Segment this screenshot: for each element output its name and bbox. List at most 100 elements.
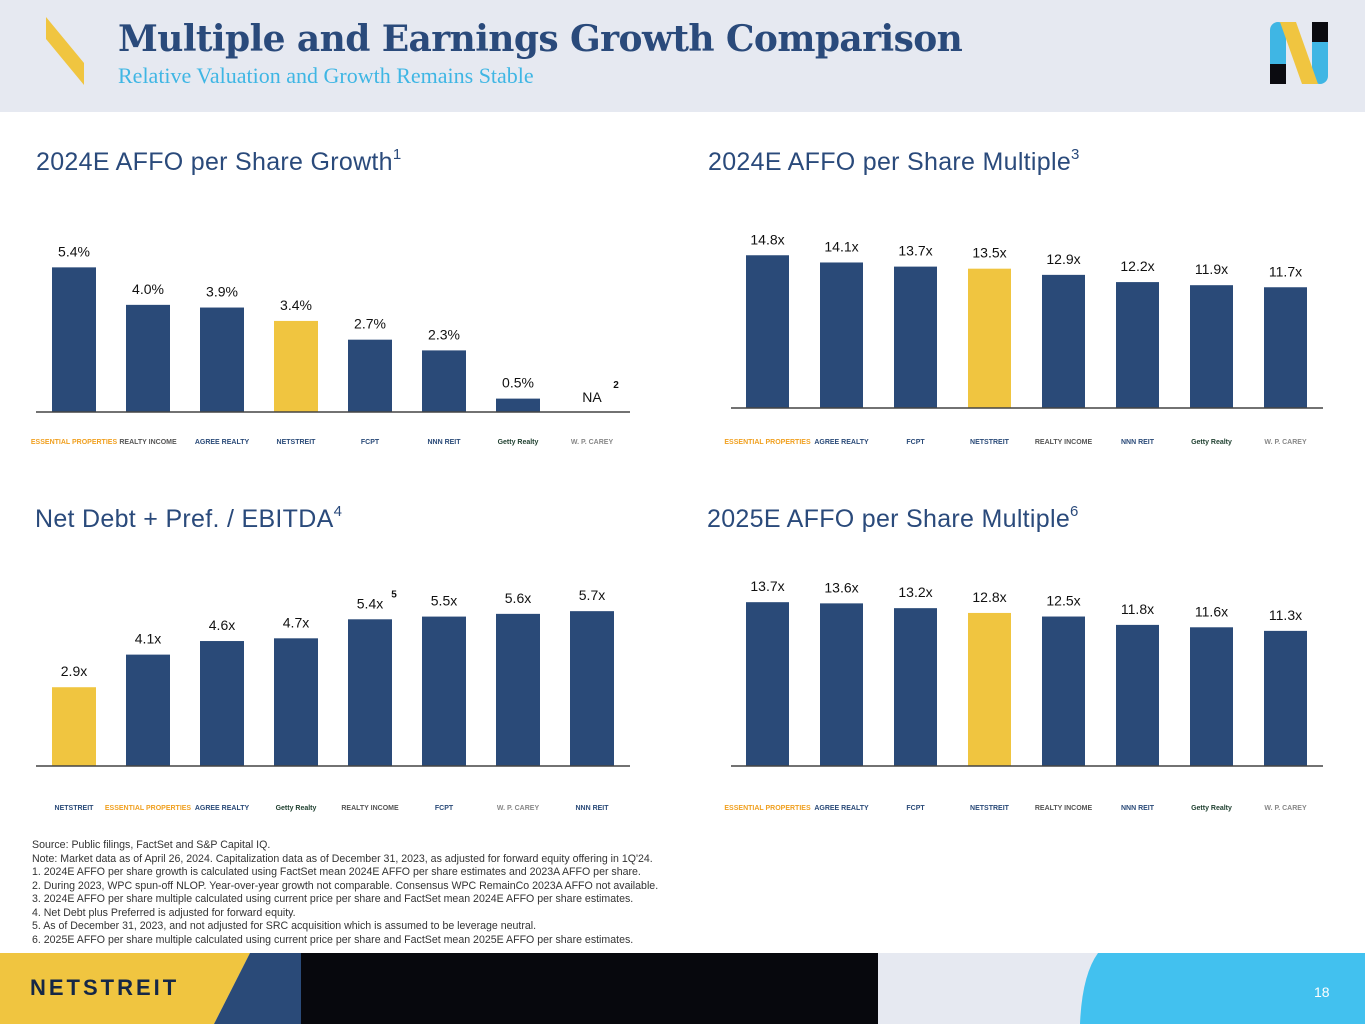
label-footnote-marker: 5	[391, 589, 397, 600]
bar-getty-realty	[1190, 627, 1233, 766]
tick-label: AGREE REALTY	[195, 805, 250, 812]
page-subtitle: Relative Valuation and Growth Remains St…	[118, 63, 534, 88]
data-label: 0.5%	[502, 375, 534, 391]
tick-label: W. P. CAREY	[1264, 439, 1307, 446]
data-label: 2.7%	[354, 316, 386, 332]
tick-label: Getty Realty	[498, 439, 539, 446]
data-label: 14.1x	[824, 238, 858, 254]
tick-label: W. P. CAREY	[571, 439, 614, 446]
page-title: Multiple and Earnings Growth Comparison	[118, 18, 963, 60]
bar-nnn-reit	[570, 611, 614, 766]
debt-chart-marks: 2.9x NETSTREIT 4.1x ESSENTIAL PROPERTIES 4.6…	[36, 587, 630, 812]
netstreit-n-logo-icon	[1270, 22, 1328, 84]
bar-w-p-carey	[496, 613, 540, 766]
footnote-item: 4. Net Debt plus Preferred is adjusted f…	[32, 906, 296, 919]
tick-label: Getty Realty	[1191, 805, 1232, 812]
bar-essential-properties	[126, 654, 170, 766]
mult25-chart-marks: 13.7x ESSENTIAL PROPERTIES 13.6x AGREE REAL…	[724, 578, 1323, 812]
bar-agree-realty	[200, 307, 244, 412]
panel-title-growth: 2024E AFFO per Share Growth1	[36, 146, 402, 176]
bar-fcpt	[348, 339, 392, 412]
data-label: 13.7x	[750, 578, 784, 594]
data-label: 13.2x	[898, 584, 932, 600]
bar-getty-realty	[274, 638, 318, 766]
tick-label: FCPT	[906, 805, 925, 812]
bar-essential-properties	[52, 267, 96, 412]
data-label: 12.8x	[972, 589, 1006, 605]
bar-essential-properties	[746, 255, 789, 408]
bar-realty-income	[1042, 616, 1085, 766]
data-label: 5.5x	[431, 593, 457, 609]
page-number: 18	[1314, 984, 1330, 1000]
chevron-logo-icon	[46, 17, 84, 85]
footnote-item: 3. 2024E AFFO per share multiple calcula…	[32, 893, 634, 905]
data-label: 4.6x	[209, 617, 235, 633]
footnote-item: 1. 2024E AFFO per share growth is calcul…	[32, 866, 641, 878]
footnote-item: 2. During 2023, WPC spun-off NLOP. Year-…	[32, 879, 659, 892]
footnote-item: 5. As of December 31, 2023, and not adju…	[32, 920, 537, 932]
data-label: 11.7x	[1269, 263, 1302, 279]
header-band: Multiple and Earnings Growth Comparison …	[0, 0, 1365, 112]
data-label: 13.5x	[972, 245, 1006, 261]
tick-label: NNN REIT	[427, 439, 461, 446]
label-footnote-marker: 2	[613, 380, 619, 391]
mult24-chart-marks: 14.8x ESSENTIAL PROPERTIES 14.1x AGREE REAL…	[724, 231, 1323, 446]
growth-bar-chart: 5.4% ESSENTIAL PROPERTIES 4.0% REALTY INCOM…	[31, 243, 630, 446]
bar-fcpt	[894, 266, 937, 408]
bar-agree-realty	[200, 641, 244, 766]
data-label: 4.1x	[135, 631, 161, 647]
bar-netstreit	[968, 268, 1011, 408]
bar-fcpt	[894, 608, 937, 766]
bar-realty-income	[126, 304, 170, 412]
data-label: 5.4%	[58, 243, 90, 259]
bar-w-p-carey	[1264, 287, 1307, 408]
data-label: 4.0%	[132, 281, 164, 297]
tick-label: NETSTREIT	[55, 805, 95, 812]
growth-chart-marks: 5.4% ESSENTIAL PROPERTIES 4.0% REALTY INCOM…	[31, 243, 630, 446]
tick-label: ESSENTIAL PROPERTIES	[724, 439, 811, 446]
bar-agree-realty	[820, 262, 863, 408]
bar-fcpt	[422, 616, 466, 766]
tick-label: W. P. CAREY	[497, 805, 540, 812]
tick-label: AGREE REALTY	[814, 439, 869, 446]
tick-label: NNN REIT	[1121, 805, 1155, 812]
bar-getty-realty	[1190, 285, 1233, 408]
data-label: 14.8x	[750, 231, 784, 247]
footnotes: Source: Public filings, FactSet and S&P …	[32, 839, 932, 947]
footnote-note: Note: Market data as of April 26, 2024. …	[32, 852, 653, 865]
tick-label: Getty Realty	[1191, 439, 1232, 446]
bar-netstreit	[968, 612, 1011, 766]
tick-label: W. P. CAREY	[1264, 805, 1307, 812]
bar-netstreit	[274, 320, 318, 412]
bar-w-p-carey	[1264, 630, 1307, 766]
bar-nnn-reit	[1116, 624, 1159, 766]
data-label: 5.4x	[357, 595, 383, 611]
footnote-item: 6. 2025E AFFO per share multiple calcula…	[32, 933, 634, 946]
tick-label: REALTY INCOME	[119, 439, 177, 446]
tick-label: AGREE REALTY	[195, 439, 250, 446]
tick-label: NETSTREIT	[970, 805, 1010, 812]
data-label: 5.6x	[505, 590, 531, 606]
bar-realty-income	[348, 619, 392, 766]
footer-brand: NETSTREIT	[30, 975, 180, 1000]
data-label: 3.4%	[280, 297, 312, 313]
data-label: 2.9x	[61, 663, 87, 679]
tick-label: NETSTREIT	[277, 439, 317, 446]
tick-label: REALTY INCOME	[341, 805, 399, 812]
data-label: 12.5x	[1046, 593, 1080, 609]
tick-label: AGREE REALTY	[814, 805, 869, 812]
tick-label: ESSENTIAL PROPERTIES	[724, 805, 811, 812]
bar-realty-income	[1042, 274, 1085, 408]
data-label: 11.6x	[1195, 603, 1228, 619]
bar-essential-properties	[746, 602, 789, 766]
tick-label: NNN REIT	[1121, 439, 1155, 446]
data-label: 5.7x	[579, 587, 605, 603]
data-label: NA	[582, 389, 602, 405]
data-label: 13.7x	[898, 243, 932, 259]
leverage-bar-chart: 2.9x NETSTREIT 4.1x ESSENTIAL PROPERTIES 4.6…	[36, 587, 630, 812]
data-label: 2.3%	[428, 326, 460, 342]
tick-label: ESSENTIAL PROPERTIES	[31, 439, 118, 446]
data-label: 12.2x	[1120, 258, 1154, 274]
bar-getty-realty	[496, 398, 540, 412]
bar-nnn-reit	[422, 350, 466, 412]
